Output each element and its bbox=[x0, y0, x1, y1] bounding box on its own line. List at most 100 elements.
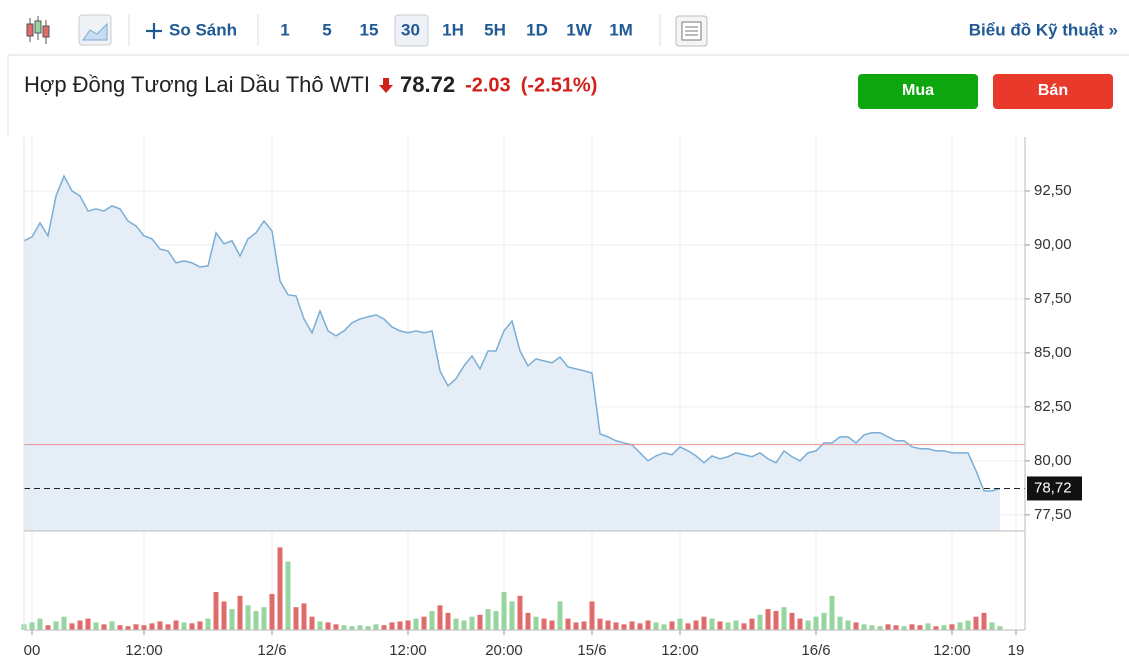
volume-bar bbox=[309, 616, 315, 630]
interval-button[interactable]: 5H bbox=[484, 20, 506, 39]
volume-bar bbox=[61, 616, 67, 630]
x-tick-label: 20:00 bbox=[485, 642, 523, 659]
volume-bar bbox=[701, 616, 707, 630]
x-tick-label: 15/6 bbox=[577, 642, 606, 659]
volume-bar bbox=[629, 621, 635, 630]
volume-bar bbox=[853, 622, 859, 630]
volume-bar bbox=[157, 621, 163, 630]
price: 78.72 bbox=[400, 72, 455, 97]
interval-button[interactable]: 5 bbox=[322, 20, 331, 39]
volume-bar bbox=[373, 624, 379, 630]
volume-bar bbox=[125, 626, 131, 630]
volume-bar bbox=[405, 620, 411, 630]
volume-bar bbox=[221, 601, 227, 630]
volume-bar bbox=[173, 620, 179, 630]
volume-bar bbox=[861, 624, 867, 630]
selected-interval bbox=[394, 14, 429, 47]
last-price-tag bbox=[1027, 476, 1082, 501]
volume-bar bbox=[685, 623, 691, 630]
compare-button[interactable]: So Sánh bbox=[169, 20, 237, 39]
volume-bar bbox=[141, 625, 147, 630]
volume-bar bbox=[845, 620, 851, 630]
interval-button[interactable]: 1M bbox=[609, 20, 633, 39]
layout-icon[interactable] bbox=[675, 15, 708, 47]
instrument-title: Hợp Đồng Tương Lai Dầu Thô WTI bbox=[24, 72, 370, 97]
volume-bar bbox=[653, 622, 659, 630]
y-tick-label: 82,50 bbox=[1034, 398, 1072, 415]
x-tick-label: 12:00 bbox=[661, 642, 699, 659]
volume-bar bbox=[989, 622, 995, 630]
volume-bar bbox=[517, 595, 523, 630]
volume-bar bbox=[413, 618, 419, 630]
candles-icon[interactable] bbox=[26, 16, 50, 44]
sell-label[interactable]: Bán bbox=[1038, 82, 1068, 99]
volume-bar bbox=[965, 620, 971, 630]
volume-bar bbox=[77, 620, 83, 630]
plus-icon[interactable] bbox=[146, 23, 162, 39]
volume-bar bbox=[501, 592, 507, 630]
y-tick-label: 90,00 bbox=[1034, 236, 1072, 253]
y-tick-label: 92,50 bbox=[1034, 182, 1072, 199]
volume-bar bbox=[429, 611, 435, 630]
volume-bar bbox=[869, 625, 875, 630]
volume-bar bbox=[253, 611, 259, 630]
change-percent: (-2.51%) bbox=[521, 74, 598, 96]
price-line bbox=[23, 174, 1001, 492]
volume-bar bbox=[741, 623, 747, 630]
volume-bar bbox=[877, 626, 883, 630]
volume-bar bbox=[421, 616, 427, 630]
x-tick-label: 12:00 bbox=[125, 642, 163, 659]
volume-bar bbox=[333, 624, 339, 630]
volume-bar bbox=[605, 620, 611, 630]
sell-button[interactable] bbox=[993, 74, 1113, 109]
volume-bar bbox=[821, 612, 827, 630]
interval-button[interactable]: 1H bbox=[442, 20, 464, 39]
technical-link[interactable]: Biểu đồ Kỹ thuật » bbox=[969, 20, 1118, 39]
volume-bar bbox=[709, 618, 715, 630]
volume-bar bbox=[597, 618, 603, 630]
volume-bar bbox=[805, 620, 811, 630]
volume-bar bbox=[381, 625, 387, 630]
volume-bar bbox=[933, 626, 939, 630]
volume-bar bbox=[397, 621, 403, 630]
volume-bar bbox=[485, 609, 491, 630]
buy-label[interactable]: Mua bbox=[902, 82, 934, 99]
y-tick-label: 87,50 bbox=[1034, 290, 1072, 307]
volume-bar bbox=[893, 625, 899, 630]
volume-bar bbox=[45, 625, 51, 630]
volume-bar bbox=[725, 622, 731, 630]
interval-button[interactable]: 1W bbox=[566, 20, 592, 39]
area-icon[interactable] bbox=[78, 14, 112, 46]
volume-bar bbox=[357, 625, 363, 630]
volume-bar bbox=[445, 612, 451, 630]
buy-button[interactable] bbox=[858, 74, 978, 109]
volume-bar bbox=[29, 622, 35, 630]
volume-bar bbox=[269, 593, 275, 630]
volume-bar bbox=[245, 605, 251, 630]
volume-bar bbox=[589, 601, 595, 630]
volume-bar bbox=[93, 622, 99, 630]
volume-bar bbox=[133, 624, 139, 630]
volume-bar bbox=[229, 609, 235, 630]
down-arrow bbox=[379, 78, 394, 93]
volume-bar bbox=[621, 624, 627, 630]
volume-bar bbox=[365, 626, 371, 630]
y-tick-label: 80,00 bbox=[1034, 452, 1072, 469]
volume-bar bbox=[389, 622, 395, 630]
volume-bar bbox=[669, 621, 675, 630]
interval-button[interactable]: 1 bbox=[280, 20, 289, 39]
volume-bar bbox=[101, 624, 107, 630]
volume-bar bbox=[997, 626, 1003, 630]
volume-bar bbox=[693, 620, 699, 630]
volume-bar bbox=[557, 601, 563, 630]
volume-bar bbox=[981, 612, 987, 630]
volume-bar bbox=[525, 612, 531, 630]
volume-bar bbox=[549, 620, 555, 630]
interval-button[interactable]: 1D bbox=[526, 20, 548, 39]
interval-button[interactable]: 30 bbox=[401, 20, 420, 39]
volume-bar bbox=[645, 620, 651, 630]
interval-button[interactable]: 15 bbox=[360, 20, 379, 39]
volume-bar bbox=[829, 595, 835, 630]
volume-bar bbox=[149, 623, 155, 630]
